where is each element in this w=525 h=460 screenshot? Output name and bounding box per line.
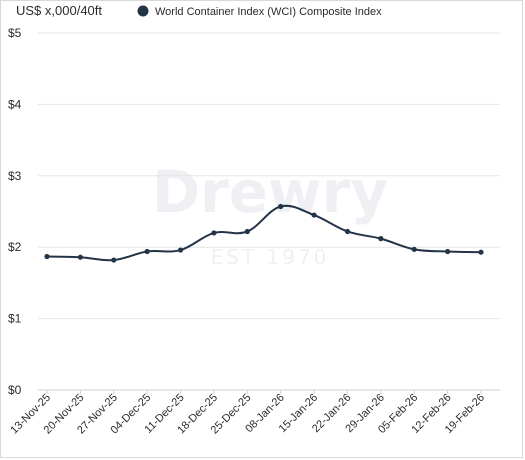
data-point: [177, 247, 184, 253]
y-tick-label: $5: [8, 26, 22, 40]
legend-marker: [137, 5, 149, 17]
y-tick-label: $4: [8, 97, 22, 111]
data-point: [378, 236, 384, 242]
data-point: [311, 212, 317, 218]
data-point: [478, 249, 484, 255]
data-point: [211, 230, 217, 236]
data-point: [411, 246, 417, 252]
data-point: [77, 254, 83, 260]
watermark-logo: Drewry EST 1970: [152, 158, 388, 269]
data-point: [111, 257, 117, 263]
y-unit-label: US$ x,000/40ft: [16, 3, 102, 18]
y-tick-label: $3: [8, 169, 22, 183]
series-line-wci: [46, 204, 482, 262]
data-point: [278, 203, 284, 210]
data-point: [244, 228, 250, 235]
data-point: [344, 228, 351, 235]
data-point: [144, 248, 150, 255]
y-tick-label: $1: [8, 312, 22, 326]
legend-label: World Container Index (WCI) Composite In…: [155, 6, 382, 18]
y-tick-label: $2: [8, 240, 22, 254]
data-point: [445, 248, 451, 255]
watermark-subtext: EST 1970: [211, 245, 330, 269]
y-tick-label: $0: [8, 383, 22, 397]
legend: World Container Index (WCI) Composite In…: [137, 5, 382, 18]
watermark-text: Drewry: [152, 158, 388, 226]
data-point: [44, 253, 50, 260]
